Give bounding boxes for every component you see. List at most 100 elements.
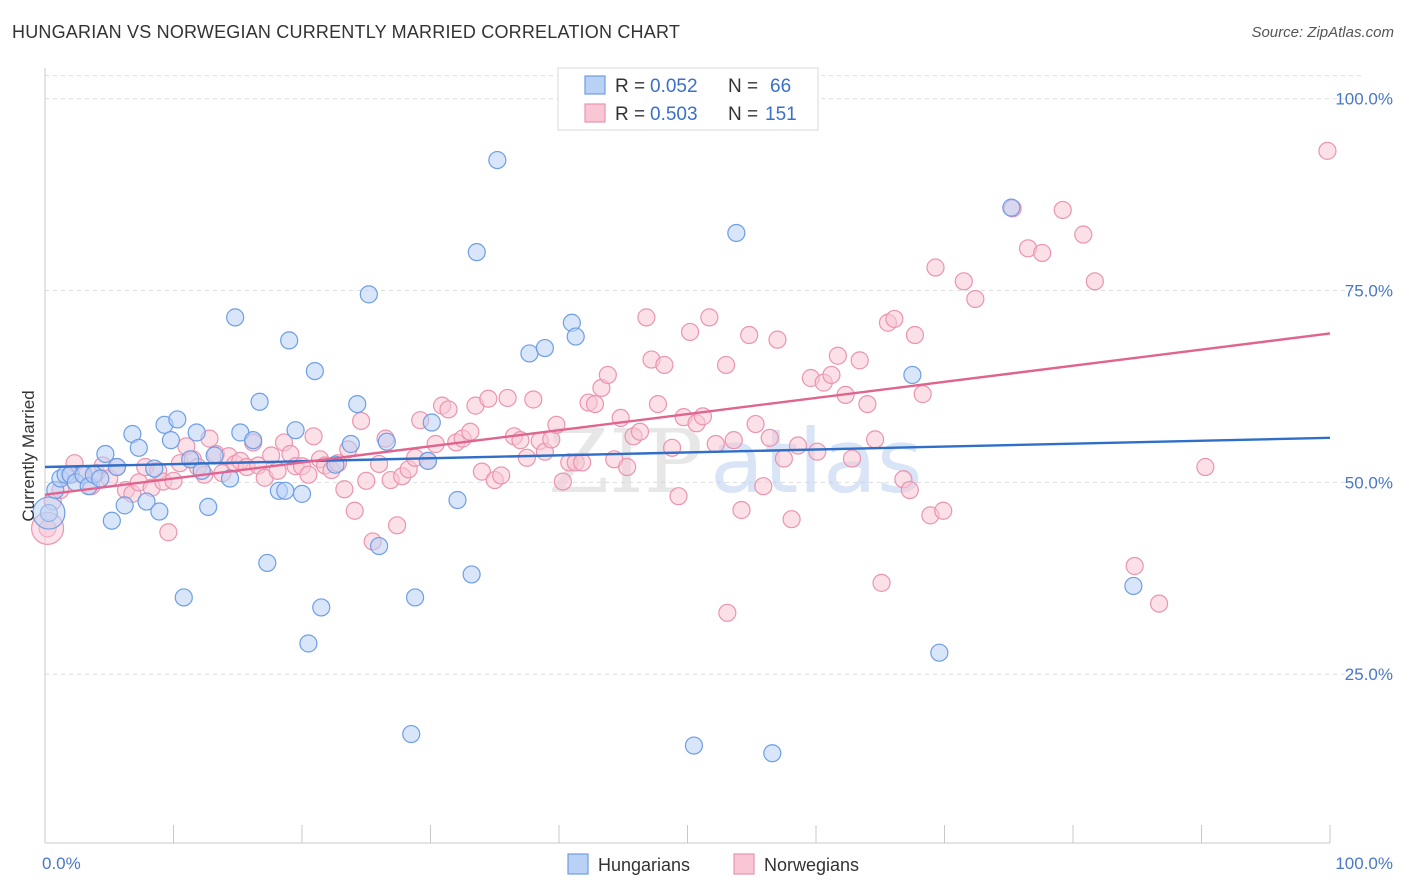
- norwegians-point-117: [788, 436, 808, 455]
- y-tick-label-50: 50.0%: [1345, 473, 1393, 492]
- norwegians-point-18: [159, 523, 178, 542]
- hungarians-point-47: [377, 432, 396, 451]
- norwegians-point-128: [872, 573, 891, 592]
- hungarians-point-49: [405, 588, 425, 607]
- norwegians-point-53: [370, 454, 389, 474]
- norwegians-point-92: [618, 457, 637, 477]
- y-tick-label-25: 25.0%: [1345, 665, 1393, 684]
- norwegians-point-35: [262, 446, 281, 465]
- y-axis-title: Currently Married: [19, 390, 38, 521]
- hungarians-point-large: [32, 496, 66, 530]
- hungarians-point-54: [467, 243, 486, 262]
- legend-swatch-hungarians: [584, 75, 606, 95]
- bottom-legend: Hungarians Norwegians: [567, 853, 859, 875]
- norwegians-point-56: [387, 516, 407, 535]
- hungarians-point-59: [566, 327, 585, 346]
- legend-n-value-2: 151: [765, 104, 797, 125]
- hungarians-point-11: [102, 511, 121, 530]
- hungarians-point-65: [1002, 198, 1021, 217]
- norwegians-point-73: [498, 388, 517, 408]
- norwegians-point-87: [585, 394, 605, 414]
- norwegians-point-139: [966, 289, 985, 309]
- norwegians-point-72: [492, 466, 511, 485]
- norwegians-point-112: [754, 477, 773, 496]
- legend-r-label-1: R =: [615, 76, 645, 97]
- hungarians-point-35: [276, 481, 295, 500]
- norwegians-point-122: [828, 346, 847, 365]
- legend-r-value-1: 0.052: [650, 76, 698, 97]
- norwegians-point-132: [900, 480, 919, 500]
- hungarians-point-24: [187, 423, 206, 442]
- norwegians-point-106: [706, 434, 725, 454]
- norwegians-point-124: [842, 449, 862, 468]
- hungarians-point-51: [422, 413, 441, 432]
- bottom-legend-swatch-hungarians: [567, 853, 589, 875]
- x-tick-label-min: 0.0%: [42, 854, 81, 873]
- norwegians-point-121: [822, 365, 841, 385]
- bottom-legend-swatch-norwegians: [733, 853, 755, 875]
- hungarians-point-39: [299, 634, 318, 653]
- hungarians-point-33: [258, 553, 277, 573]
- y-tick-labels: 25.0% 50.0% 75.0% 100.0%: [1335, 90, 1393, 684]
- legend-n-value-1: 66: [770, 76, 791, 97]
- norwegians-point-145: [1085, 272, 1104, 291]
- hungarians-point-13: [115, 496, 134, 515]
- norwegians-point-149: [1318, 141, 1337, 160]
- hungarians-point-9: [91, 469, 110, 488]
- norwegians-point-147: [1149, 594, 1169, 613]
- norwegians-point-134: [913, 385, 932, 404]
- norwegians-point-136: [926, 258, 945, 277]
- hungarians-point-43: [341, 434, 360, 454]
- legend-n-label-2: N =: [728, 104, 758, 125]
- hungarians-point-53: [462, 565, 481, 584]
- hungarians-point-12: [107, 457, 127, 477]
- norwegians-point-119: [808, 442, 827, 461]
- norwegians-point-95: [637, 308, 656, 327]
- norwegians-point-49: [345, 501, 364, 520]
- x-ticks: [44, 825, 1331, 843]
- norwegians-point-89: [598, 365, 617, 385]
- grid-lines: [45, 75, 1365, 675]
- norwegians-point-64: [439, 400, 458, 419]
- hungarians-point-27: [205, 446, 224, 465]
- norwegians-point-109: [732, 500, 751, 520]
- norwegians-trend-line: [44, 332, 1331, 496]
- hungarians-point-63: [903, 365, 922, 385]
- hungarians-point-21: [168, 410, 187, 429]
- norwegians-point-41: [299, 465, 318, 484]
- norwegians-point-142: [1033, 243, 1052, 263]
- hungarians-point-50: [418, 451, 438, 470]
- y-tick-label-100: 100.0%: [1335, 90, 1393, 109]
- norwegians-point-82: [553, 472, 572, 491]
- chart-title: HUNGARIAN VS NORWEGIAN CURRENTLY MARRIED…: [12, 22, 681, 42]
- norwegians-point-51: [357, 471, 376, 490]
- norwegians-point-143: [1053, 200, 1072, 220]
- trend-lines: [44, 332, 1331, 496]
- hungarians-point-26: [199, 497, 218, 517]
- legend-r-label-2: R =: [615, 104, 645, 125]
- hungarians-point-16: [137, 492, 156, 511]
- norwegians-point-69: [472, 462, 491, 481]
- norwegians-point-67: [461, 422, 480, 441]
- hungarians-point-60: [684, 736, 704, 755]
- norwegians-point-77: [524, 390, 543, 409]
- source-label: Source: ZipAtlas.com: [1251, 24, 1394, 41]
- legend-r-value-2: 0.503: [650, 104, 698, 125]
- hungarians-point-61: [727, 223, 746, 243]
- hungarians-point-22: [174, 588, 193, 607]
- hungarians-point-38: [292, 484, 312, 503]
- norwegians-point-19: [164, 471, 183, 490]
- norwegians-point-98: [655, 355, 674, 375]
- norwegians-point-105: [700, 308, 719, 327]
- norwegians-point-113: [760, 428, 779, 447]
- hungarians-point-48: [402, 724, 421, 744]
- norwegians-point-144: [1074, 225, 1093, 244]
- legend-box: R = 0.052 N = 66 R = 0.503 N = 151: [557, 67, 819, 131]
- hungarians-point-57: [535, 338, 554, 358]
- hungarians-point-66: [1124, 576, 1143, 596]
- y-tick-label-75: 75.0%: [1345, 282, 1393, 301]
- norwegians-point-130: [885, 309, 904, 329]
- hungarians-point-62: [763, 744, 782, 763]
- hungarians-point-41: [312, 598, 331, 617]
